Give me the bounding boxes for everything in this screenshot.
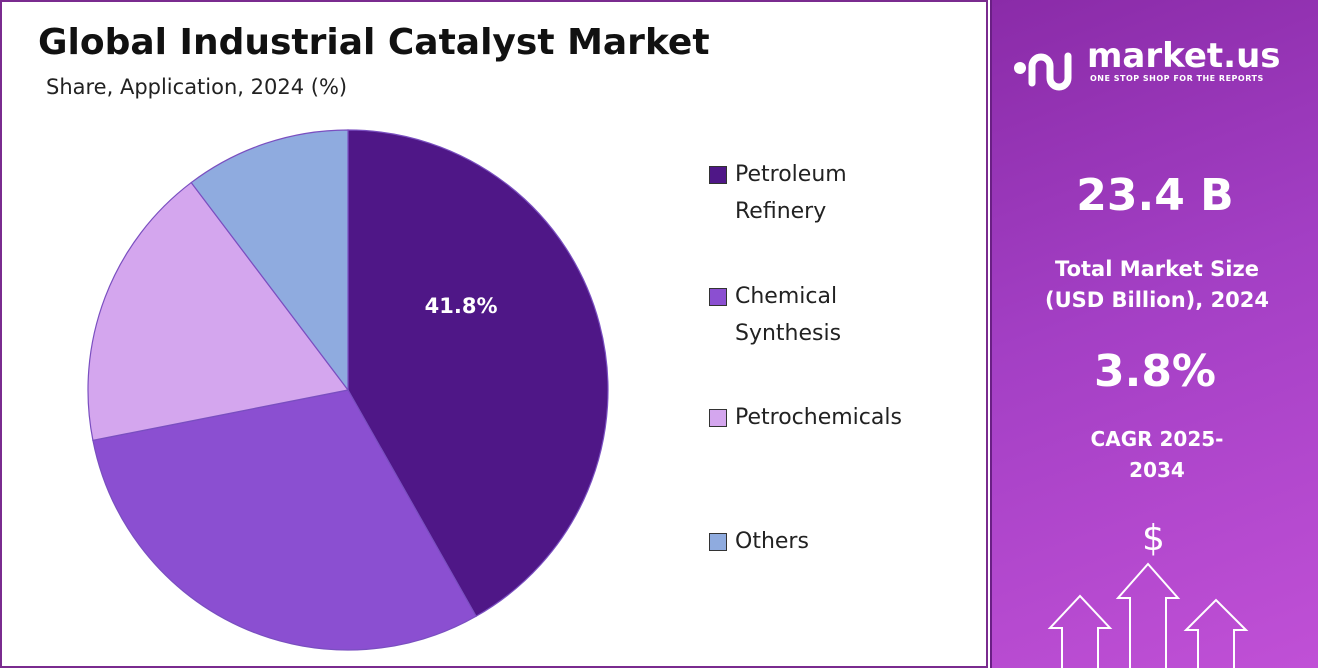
cagr: 3.8% xyxy=(1093,346,1217,397)
legend-swatch xyxy=(709,533,727,551)
legend-label: Petroleum Refinery xyxy=(735,162,847,224)
legend-label: Others xyxy=(735,529,809,554)
brand: market.us xyxy=(1087,36,1281,76)
chart-panel: Global Industrial Catalyst Market Share,… xyxy=(0,0,988,668)
legend-swatch xyxy=(709,166,727,184)
chart-title: Global Industrial Catalyst Market xyxy=(38,22,710,63)
cagr-label: CAGR 2025-2034 xyxy=(1090,427,1224,482)
dollar-icon: $ xyxy=(1142,518,1165,559)
legend-item: Chemical Synthesis xyxy=(709,278,939,352)
legend-item: Petrochemicals xyxy=(709,399,939,436)
pie-slice xyxy=(347,129,609,618)
arrows xyxy=(1047,562,1249,668)
logo-icon xyxy=(1014,52,1072,91)
chart-subtitle: Share, Application, 2024 (%) xyxy=(46,75,348,99)
data-label: 41.8% xyxy=(425,294,498,318)
legend-label: Petrochemicals xyxy=(735,405,902,430)
legend-swatch xyxy=(709,288,727,306)
legend-item: Others xyxy=(709,523,939,560)
legend-swatch xyxy=(709,409,727,427)
pie-slice xyxy=(87,181,350,442)
pie-slice xyxy=(92,389,477,651)
market-size-label: Total Market Size (USD Billion), 2024 xyxy=(1044,257,1270,312)
info-panel: market.us ONE STOP SHOP FOR THE REPORTS … xyxy=(990,0,1318,668)
market-size: 23.4 B xyxy=(1076,170,1234,221)
tagline: ONE STOP SHOP FOR THE REPORTS xyxy=(1090,74,1264,83)
legend-label: Chemical Synthesis xyxy=(735,284,842,346)
legend-item: Petroleum Refinery xyxy=(709,156,939,230)
pie-chart: 41.8% xyxy=(87,129,609,651)
pie-slice xyxy=(190,129,349,392)
